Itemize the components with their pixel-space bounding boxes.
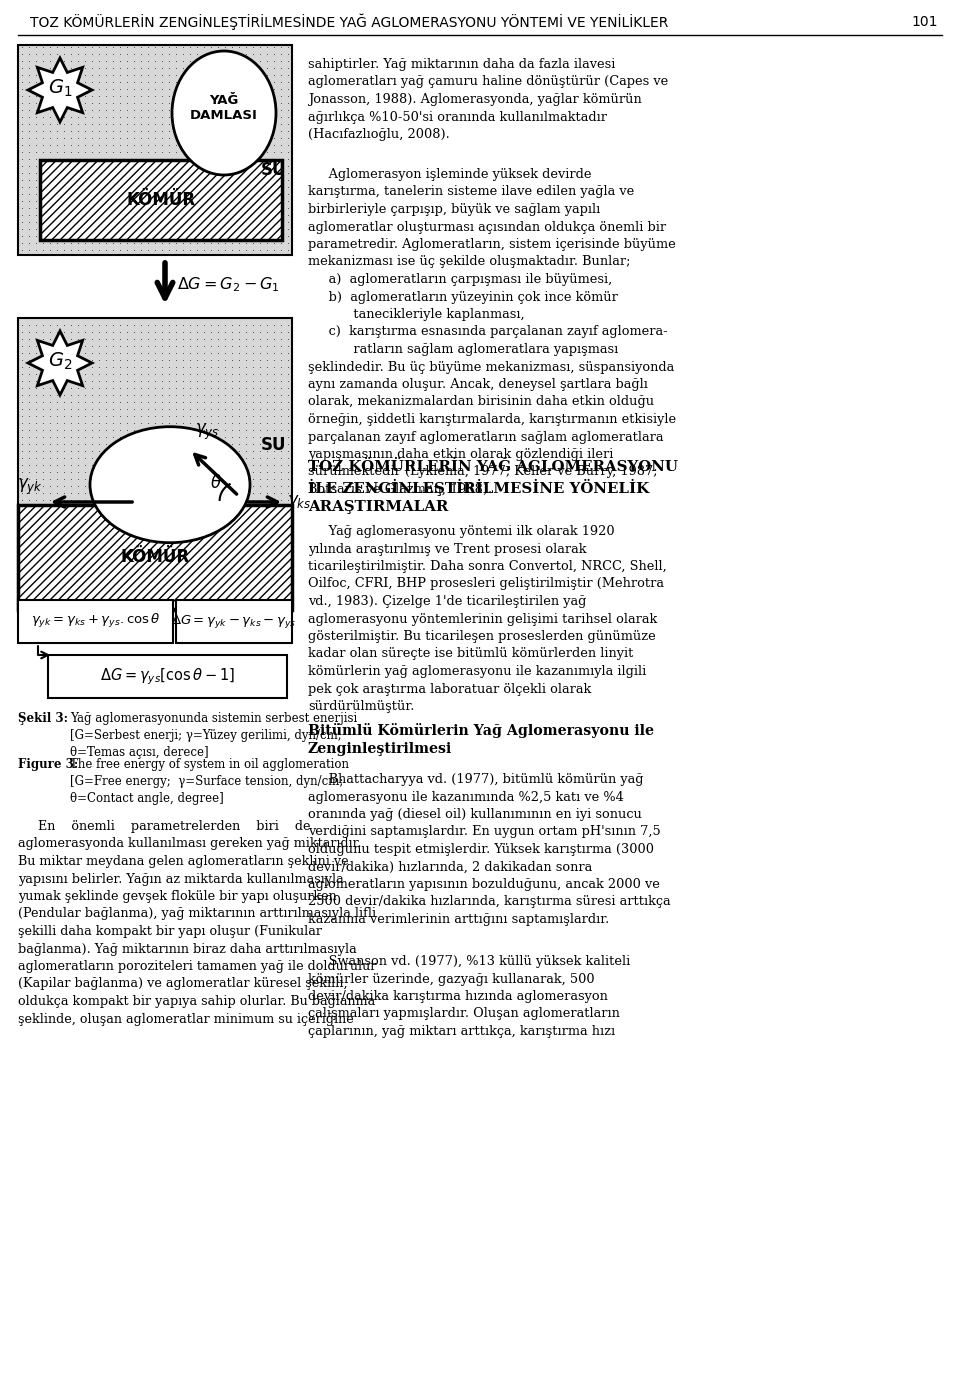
Text: Bitümlü Kömürlerin Yağ Aglomerasyonu ile
Zenginleştirilmesi: Bitümlü Kömürlerin Yağ Aglomerasyonu ile… [308,724,654,757]
Text: $\gamma_{ks}$: $\gamma_{ks}$ [287,493,311,511]
Text: Bhattacharyya vd. (1977), bitümlü kömürün yağ
aglomerasyonu ile kazanımında %2,5: Bhattacharyya vd. (1977), bitümlü kömürü… [308,773,671,925]
Text: sahiptirler. Yağ miktarının daha da fazla ilavesi
aglomeratları yağ çamuru halin: sahiptirler. Yağ miktarının daha da fazl… [308,58,668,141]
Text: SU: SU [260,437,286,454]
Bar [40,161,282,240]
Bar [18,45,292,255]
Text: SU: SU [260,161,286,178]
Text: 101: 101 [911,15,938,29]
Bar [18,600,173,643]
Text: Yağ aglomerasyonunda sistemin serbest enerjisi
[G=Serbest enerji; γ=Yüzey gerili: Yağ aglomerasyonunda sistemin serbest en… [70,713,357,759]
Text: TOZ KÖMÜRLERİN YAĞ AGLOMERASYONU
İLE ZENGİNLEŞTİRİLMESİNE YÖNELİK
ARAŞTIRMALAR: TOZ KÖMÜRLERİN YAĞ AGLOMERASYONU İLE ZEN… [308,460,678,514]
Polygon shape [28,331,92,395]
Bar [48,655,287,697]
Ellipse shape [172,51,276,174]
Text: The free energy of system in oil agglomeration
[G=Free energy;  γ=Surface tensio: The free energy of system in oil agglome… [70,758,349,805]
Text: Şekil 3:: Şekil 3: [18,713,68,725]
Text: En    önemli    parametrelerden    biri    de
aglomerasyonda kullanılması gereke: En önemli parametrelerden biri de aglome… [18,820,376,1026]
Text: $\gamma_{ys}$: $\gamma_{ys}$ [195,422,220,442]
Text: $\Delta G=\gamma_{ys}[\cos\theta-1]$: $\Delta G=\gamma_{ys}[\cos\theta-1]$ [100,666,235,686]
Text: $\gamma_{yk}$: $\gamma_{yk}$ [17,476,43,497]
Bar [18,505,292,610]
Bar [18,319,292,610]
Text: TOZ KÖMÜRLERİN ZENGİNLEŞTİRİLMESİNDE YAĞ AGLOMERASYONU YÖNTEMİ VE YENİLİKLER: TOZ KÖMÜRLERİN ZENGİNLEŞTİRİLMESİNDE YAĞ… [30,14,668,30]
Text: $G_2$: $G_2$ [48,350,72,372]
Text: YAĞ
DAMLASI: YAĞ DAMLASI [190,93,258,122]
Ellipse shape [90,427,250,542]
Text: KÖMÜR: KÖMÜR [127,191,196,209]
Text: Yağ aglomerasyonu yöntemi ilk olarak 1920
yılında araştırılmış ve Trent prosesi : Yağ aglomerasyonu yöntemi ilk olarak 192… [308,524,667,713]
Text: $\Delta G=\gamma_{yk}-\gamma_{ks}-\gamma_{ys}$: $\Delta G=\gamma_{yk}-\gamma_{ks}-\gamma… [171,612,297,630]
Text: Swanson vd. (1977), %13 küllü yüksek kaliteli
kömürler üzerinde, gazyağı kullana: Swanson vd. (1977), %13 küllü yüksek kal… [308,956,631,1038]
Text: $\theta$: $\theta$ [209,474,222,492]
Text: $G_1$: $G_1$ [48,77,72,99]
Polygon shape [28,58,92,122]
Bar [176,600,292,643]
Text: Figure 3:: Figure 3: [18,758,79,772]
Text: $\Delta G= G_2 - G_1$: $\Delta G= G_2 - G_1$ [177,276,280,294]
Text: Aglomerasyon işleminde yüksek devirde
karıştırma, tanelerin sisteme ilave edilen: Aglomerasyon işleminde yüksek devirde ka… [308,168,676,496]
Text: $\gamma_{yk}=\gamma_{ks}+\gamma_{ys}.\cos\theta$: $\gamma_{yk}=\gamma_{ks}+\gamma_{ys}.\co… [31,612,160,630]
Text: KÖMÜR: KÖMÜR [120,548,189,567]
